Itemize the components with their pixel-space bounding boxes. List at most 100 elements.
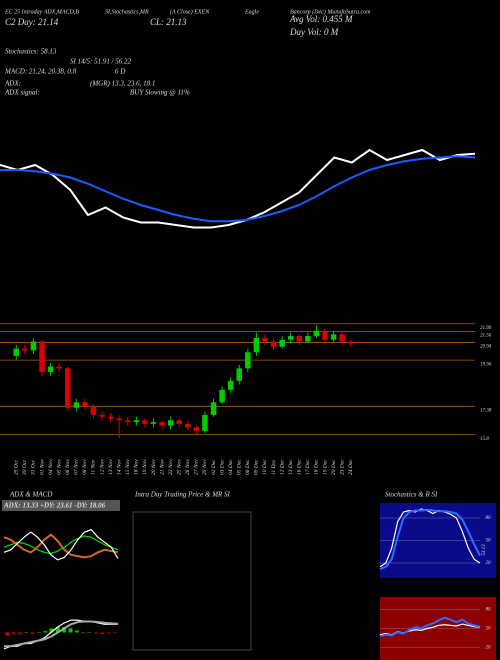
- candle-body: [142, 420, 148, 424]
- candle-body: [125, 420, 131, 423]
- date-label: 10 Dec: [262, 459, 268, 475]
- panel-title: Stochastics & R SI: [385, 491, 438, 499]
- date-label: 27 Nov: [194, 459, 200, 475]
- date-label: 26 Nov: [185, 459, 191, 475]
- candle-body: [305, 336, 311, 342]
- series-line: [3, 533, 119, 559]
- date-label: 04 Nov: [47, 459, 54, 475]
- header-text: Eagle: [244, 9, 259, 15]
- date-label: 12 Dec: [279, 459, 285, 475]
- header-text: SI 14/5: 51.91 / 56.22: [70, 58, 132, 66]
- candle-body: [64, 368, 71, 408]
- candle-body: [330, 334, 337, 340]
- date-label: 13 Nov: [108, 459, 114, 475]
- date-label: 19 Dec: [322, 459, 328, 475]
- date-label: 31 Oct: [31, 460, 37, 476]
- header-text: Day Vol: 0 M: [289, 27, 339, 37]
- date-label: 20 Dec: [331, 459, 337, 475]
- y-tick-label: 20: [486, 646, 492, 651]
- histogram-bar: [93, 632, 98, 634]
- y-tick-label: 50: [486, 627, 492, 632]
- date-label: 18 Nov: [134, 459, 140, 475]
- candle-body: [39, 341, 45, 372]
- candle-body: [47, 366, 54, 372]
- header-text: MACD: 21.24, 20.38, 0.8: [4, 68, 77, 76]
- date-label: 14 Nov: [115, 459, 122, 475]
- series-line: [3, 528, 119, 561]
- candle-body: [13, 348, 20, 356]
- date-label: 07 Nov: [74, 459, 80, 475]
- header-text: (MGR) 13.3, 23.6, 18.1: [90, 80, 155, 88]
- series-line: [4, 620, 119, 648]
- histogram-bar: [87, 632, 92, 633]
- date-label: 22 Nov: [168, 459, 174, 475]
- header-text: 6 D: [115, 68, 125, 76]
- date-label: 20 Nov: [151, 459, 157, 475]
- histogram-bar: [36, 632, 41, 633]
- date-label: 11 Nov: [91, 459, 97, 475]
- series-line: [0, 155, 476, 223]
- y-tick-label: 80: [486, 608, 492, 613]
- date-label: 05 Dec: [237, 459, 243, 475]
- candle-body: [262, 337, 268, 342]
- candle-body: [236, 368, 242, 381]
- candle-body: [313, 330, 320, 337]
- series-line: [379, 616, 481, 638]
- header-text: Bancorp (Dec) MunafaSutra.com: [290, 8, 371, 15]
- histogram-bar: [5, 632, 10, 636]
- candle-body: [202, 414, 208, 432]
- header-text: ADX:: [4, 80, 21, 88]
- candle-body: [116, 418, 122, 421]
- date-label: 25 Nov: [176, 459, 182, 475]
- histogram-bar: [68, 628, 73, 633]
- level-label: 20.94: [480, 345, 492, 350]
- candle-body: [210, 402, 217, 415]
- candle-body: [279, 339, 285, 347]
- candle-body: [107, 416, 114, 419]
- histogram-bar: [17, 632, 22, 634]
- histogram-bar: [74, 630, 79, 633]
- histogram-bar: [106, 632, 111, 634]
- histogram-bar: [30, 632, 35, 634]
- series-line: [379, 508, 481, 570]
- header-text: CL: 21.13: [150, 17, 187, 27]
- candle-body: [82, 402, 88, 406]
- candle-body: [245, 352, 251, 369]
- histogram-bar: [100, 632, 105, 634]
- date-label: 23 Dec: [339, 459, 345, 475]
- header-text: Stochastics: 58.13: [5, 48, 57, 56]
- date-label: 01 Nov: [39, 459, 45, 475]
- date-label: 06 Dec: [245, 459, 251, 475]
- date-label: 19 Nov: [142, 459, 148, 475]
- date-label: 03 Dec: [219, 459, 225, 475]
- date-label: 18 Dec: [314, 459, 320, 475]
- header-text: ADX signal:: [4, 89, 40, 97]
- panel-title: ADX & MACD: [9, 491, 52, 499]
- candle-body: [219, 389, 225, 403]
- candle-body: [227, 380, 234, 390]
- annotation: 53.13: [482, 544, 487, 556]
- y-tick-label: 20: [486, 561, 492, 566]
- date-label: 16 Dec: [297, 459, 303, 475]
- candle-body: [193, 427, 200, 432]
- y-tick-label: 50: [486, 539, 492, 544]
- annotation-bg: [2, 500, 120, 511]
- date-label: 09 Dec: [254, 459, 260, 475]
- date-label: 24 Dec: [347, 459, 354, 475]
- y-tick-label: 80: [486, 516, 492, 521]
- level-label: 17.38: [480, 408, 492, 413]
- date-label: 13 Dec: [288, 459, 294, 475]
- candle-body: [73, 402, 80, 408]
- candle-body: [296, 336, 303, 342]
- header-text: C2 Day: 21.14: [5, 17, 59, 27]
- candle-body: [167, 420, 174, 426]
- date-label: 12 Nov: [99, 459, 105, 475]
- candle-body: [253, 337, 260, 353]
- candle-body: [185, 423, 191, 428]
- candle-body: [56, 366, 62, 369]
- level-label: 19.96: [480, 362, 492, 367]
- date-label: 30 Oct: [22, 460, 28, 476]
- date-label: 05 Nov: [56, 459, 62, 475]
- panel-title: Intra Day Trading Price & MR SI: [134, 491, 231, 499]
